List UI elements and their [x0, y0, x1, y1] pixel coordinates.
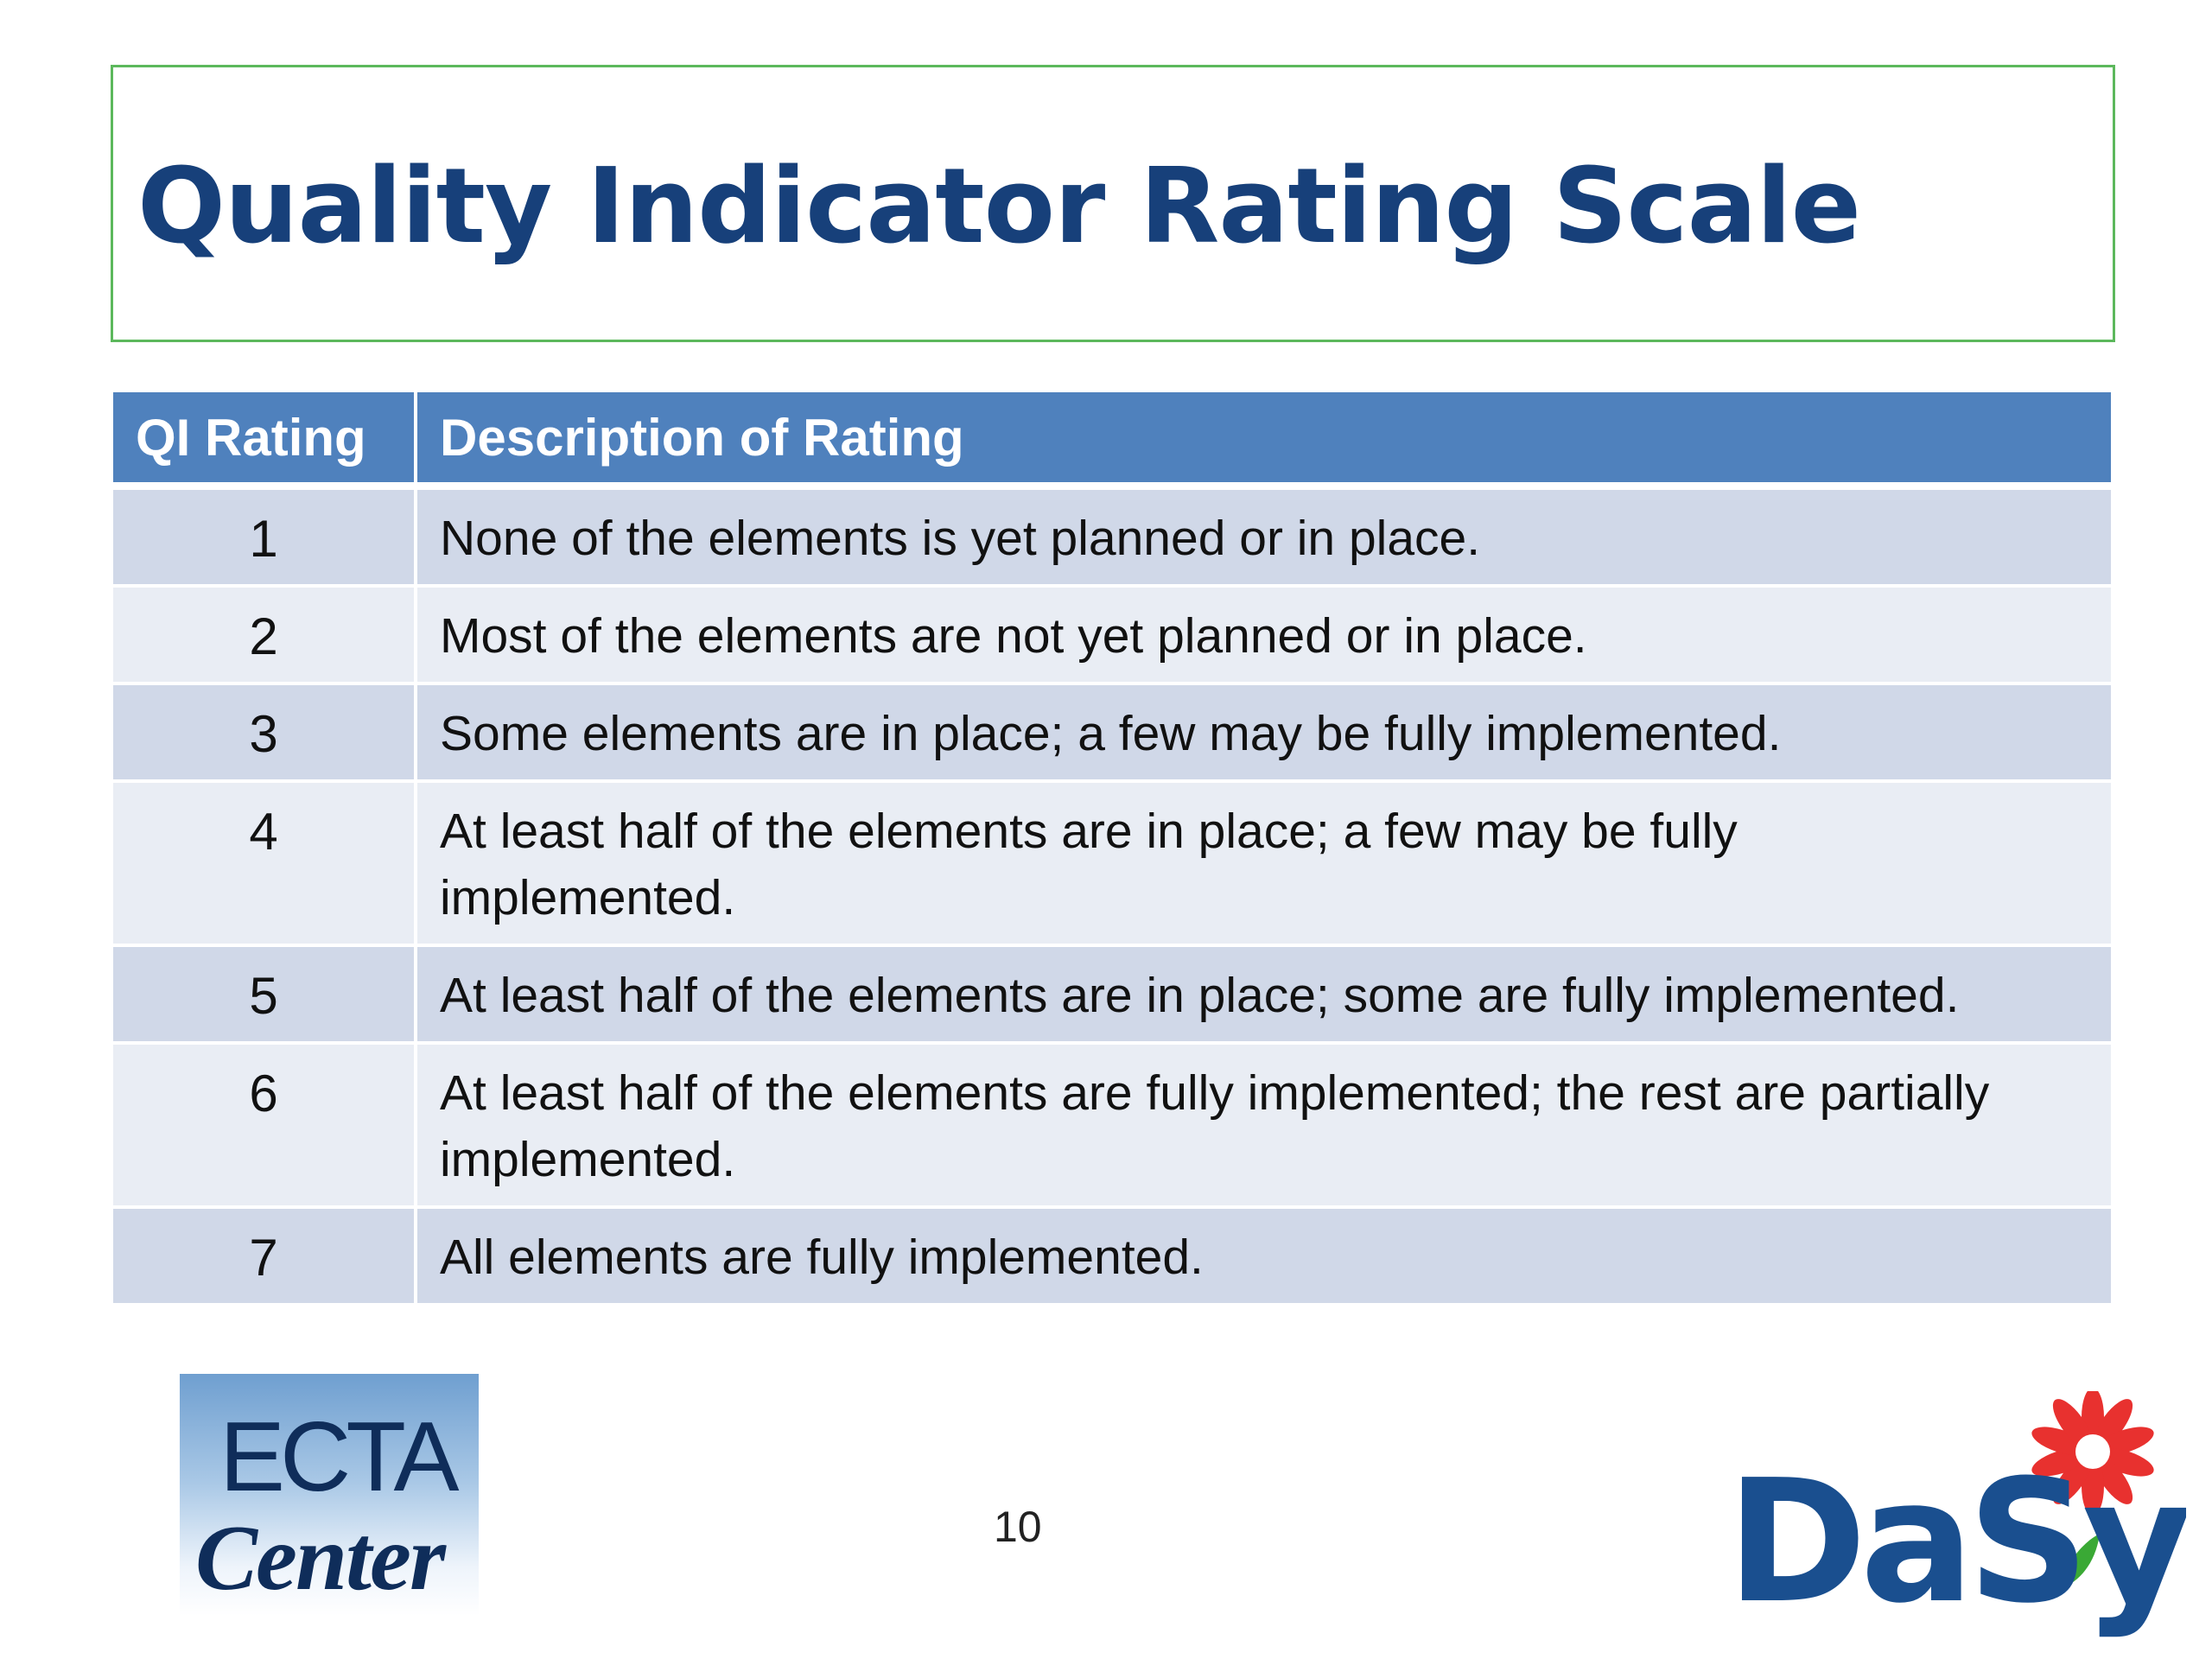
- rating-description: At least half of the elements are in pla…: [416, 945, 2111, 1045]
- rating-description: None of the elements is yet planned or i…: [416, 486, 2111, 588]
- ecta-logo-word: ECTA: [219, 1402, 460, 1512]
- rating-value: 2: [113, 586, 417, 685]
- table-row: 3 Some elements are in place; a few may …: [113, 683, 2111, 783]
- slide-title: Quality Indicator Rating Scale: [137, 147, 1861, 267]
- rating-description: All elements are fully implemented.: [416, 1207, 2111, 1306]
- leaf-icon: [2058, 1534, 2100, 1590]
- rating-description: At least half of the elements are in pla…: [416, 781, 2111, 947]
- rating-value: 7: [113, 1207, 417, 1306]
- title-box: Quality Indicator Rating Scale: [111, 65, 2115, 342]
- rating-scale-table: QI Rating Description of Rating 1 None o…: [113, 392, 2111, 1306]
- rating-description: Most of the elements are not yet planned…: [416, 586, 2111, 685]
- table-row: 1 None of the elements is yet planned or…: [113, 486, 2111, 588]
- header-qi-rating: QI Rating: [113, 392, 417, 490]
- header-description: Description of Rating: [416, 392, 2111, 490]
- table-row: 2 Most of the elements are not yet plann…: [113, 586, 2111, 685]
- flower-icon: [2031, 1391, 2154, 1516]
- rating-value: 6: [113, 1043, 417, 1209]
- page-number: 10: [994, 1503, 1042, 1551]
- table-row: 4 At least half of the elements are in p…: [113, 781, 2111, 947]
- center-logo-word: Center: [195, 1507, 446, 1610]
- ecta-center-logo: ECTA Center: [180, 1374, 479, 1616]
- rating-value: 5: [113, 945, 417, 1045]
- table-header-row: QI Rating Description of Rating: [113, 392, 2111, 490]
- table-row: 6 At least half of the elements are full…: [113, 1043, 2111, 1209]
- rating-description: At least half of the elements are fully …: [416, 1043, 2111, 1209]
- table-row: 7 All elements are fully implemented.: [113, 1207, 2111, 1306]
- table-row: 5 At least half of the elements are in p…: [113, 945, 2111, 1045]
- dasy-logo-text: DaSy: [1726, 1444, 2186, 1641]
- rating-description: Some elements are in place; a few may be…: [416, 683, 2111, 783]
- rating-value: 1: [113, 486, 417, 588]
- rating-value: 3: [113, 683, 417, 783]
- rating-value: 4: [113, 781, 417, 947]
- dasy-logo: DaSy: [1726, 1391, 2186, 1641]
